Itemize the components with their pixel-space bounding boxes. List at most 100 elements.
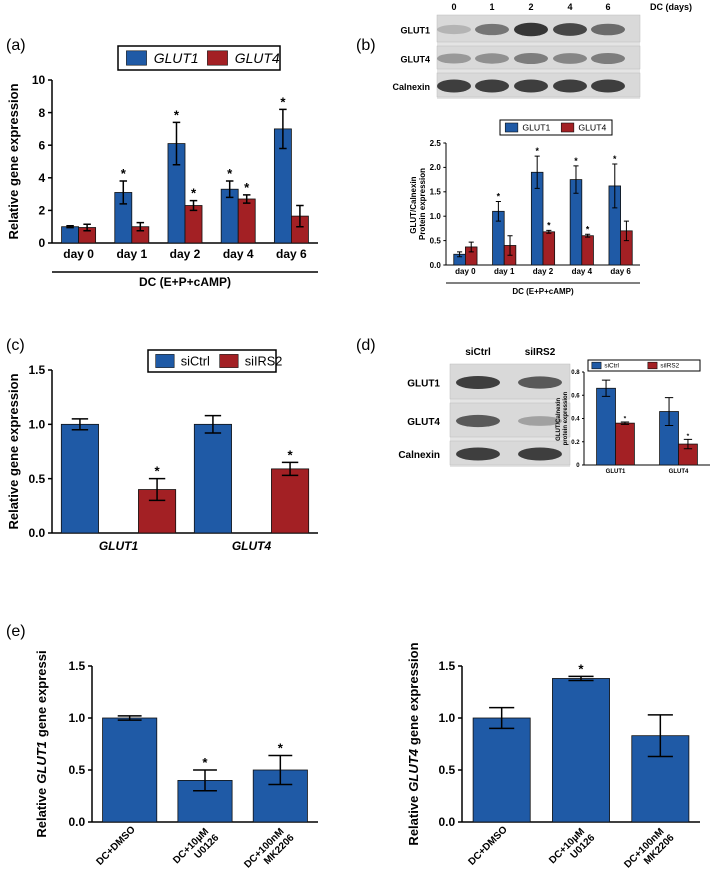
- x-tick-label: day 6: [610, 267, 631, 276]
- legend-box: [499, 119, 613, 136]
- blot-band: [591, 53, 625, 64]
- legend-label: siIRS2: [660, 363, 679, 370]
- blot-band: [475, 79, 509, 93]
- blot-band: [553, 53, 587, 64]
- blot-row-label: GLUT4: [400, 55, 430, 65]
- legend-box: [587, 359, 701, 372]
- blot-band: [591, 79, 625, 93]
- bar: [193, 423, 232, 534]
- error-bar: [204, 414, 222, 434]
- x-tick-label: GLUT4: [232, 539, 272, 553]
- significance-mark: *: [202, 755, 208, 770]
- text-line: GLUT/Calnexin: [409, 174, 418, 234]
- blot-column-title: DC (days): [650, 2, 692, 12]
- blot-row-label: GLUT1: [400, 26, 430, 36]
- significance-mark: *: [547, 220, 551, 230]
- legend-label: GLUT1: [522, 123, 550, 133]
- legend-swatch: [504, 122, 519, 133]
- significance-mark: *: [280, 94, 286, 109]
- blot-column-label: siIRS2: [525, 347, 556, 358]
- bar: [60, 423, 99, 534]
- error-bar: [468, 241, 474, 253]
- significance-mark: *: [287, 447, 293, 462]
- y-tick-label: 2.0: [430, 163, 442, 172]
- significance-mark: *: [574, 156, 578, 166]
- blot-row-label: Calnexin: [398, 450, 440, 461]
- significance-mark: *: [121, 166, 127, 181]
- error-bar: [189, 199, 198, 212]
- blot-band: [518, 416, 562, 426]
- y-axis-title-part: gene expressi: [34, 650, 49, 737]
- y-tick-label: 0.2: [571, 440, 580, 446]
- y-tick-label: 0.0: [69, 815, 86, 829]
- x-tick-label: DC+100nM MK2206: [242, 824, 297, 872]
- legend-label: GLUT4: [578, 123, 606, 133]
- x-tick-label: DC+DMSO: [466, 824, 509, 867]
- legend-swatch: [219, 354, 239, 368]
- y-axis-title: Relative GLUT1 gene expressi: [34, 650, 49, 837]
- x-tick-label: day 6: [276, 247, 307, 261]
- legend-swatch: [560, 122, 575, 133]
- error-bar: [193, 769, 217, 792]
- legend-label: siCtrl: [181, 353, 210, 368]
- error-bar: [148, 477, 166, 502]
- significance-mark: *: [191, 186, 197, 201]
- blot-row-label: Calnexin: [392, 82, 430, 92]
- x-tick-label: day 1: [494, 267, 515, 276]
- error-bar: [172, 121, 181, 166]
- bar: [615, 422, 635, 466]
- blot-band: [518, 376, 562, 389]
- y-tick-label: 0.0: [439, 815, 456, 829]
- error-bar: [268, 754, 293, 786]
- y-tick-label: 1.5: [29, 363, 46, 377]
- y-axis-title-part: GLUT1: [34, 741, 49, 784]
- error-bar: [573, 165, 579, 194]
- error-bar: [534, 155, 540, 189]
- error-bar: [225, 180, 234, 199]
- y-tick-label: 4: [39, 171, 46, 185]
- x-axis-title: DC (E+P+cAMP): [139, 275, 231, 289]
- x-tick-label: DC+10µM U0126: [171, 824, 221, 872]
- bar: [271, 468, 310, 534]
- error-bar: [585, 233, 591, 238]
- error-bar: [136, 221, 145, 232]
- error-bar: [612, 163, 618, 209]
- y-tick-label: 1.5: [430, 188, 442, 197]
- error-bar: [119, 180, 128, 205]
- y-tick-label: 0.0: [430, 261, 442, 270]
- error-bar: [71, 418, 89, 431]
- y-tick-label: 0.0: [29, 526, 46, 540]
- x-tick-label: DC+10µM U0126: [547, 824, 597, 872]
- y-axis-title-part: GLUT4: [406, 748, 421, 791]
- y-tick-label: 0.5: [29, 472, 46, 486]
- x-axis-title: DC (E+P+cAMP): [512, 287, 574, 296]
- x-tick-label: GLUT1: [606, 469, 626, 475]
- bar: [102, 717, 158, 823]
- error-bar: [242, 194, 251, 204]
- y-tick-label: 0.8: [571, 370, 580, 376]
- x-tick-label: day 4: [223, 247, 254, 261]
- y-tick-label: 2: [39, 204, 46, 218]
- bar: [61, 226, 80, 244]
- blot-column-label: 6: [605, 2, 610, 12]
- y-tick-label: 0.5: [439, 763, 456, 777]
- error-bar: [495, 201, 501, 222]
- significance-mark: *: [227, 166, 233, 181]
- blot-band: [475, 53, 509, 64]
- y-tick-label: 0: [39, 236, 46, 250]
- blot-band: [514, 79, 548, 93]
- blot-band: [437, 79, 471, 93]
- blot-band: [553, 23, 587, 36]
- blot-band: [437, 53, 471, 64]
- significance-mark: *: [624, 415, 627, 422]
- legend-label: GLUT4: [235, 50, 280, 66]
- blot-row-label: GLUT4: [407, 417, 440, 428]
- blot-band: [437, 24, 471, 35]
- x-tick-label: day 0: [63, 247, 94, 261]
- significance-mark: *: [244, 180, 250, 195]
- x-tick-label: day 4: [572, 267, 593, 276]
- blot-band: [553, 79, 587, 93]
- y-axis-title: Relative gene expression: [6, 373, 21, 529]
- legend-swatch: [155, 354, 175, 368]
